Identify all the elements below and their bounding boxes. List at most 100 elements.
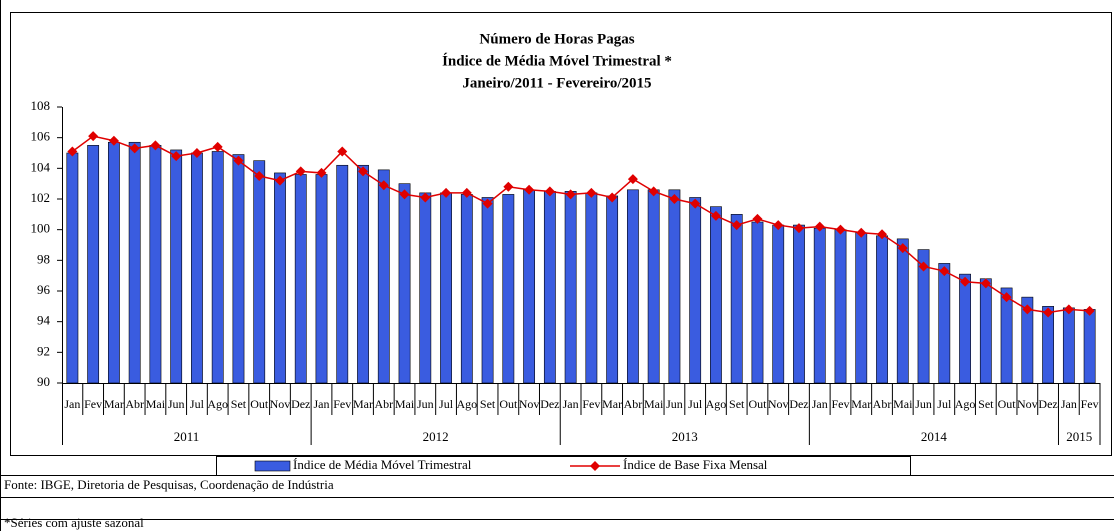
bar — [834, 229, 847, 384]
x-tick-label: Mai — [644, 397, 664, 411]
marker — [690, 198, 701, 209]
marker — [607, 192, 618, 203]
x-tick-label: Ago — [955, 397, 976, 411]
bar — [626, 189, 639, 384]
bar — [1000, 287, 1013, 384]
bar — [710, 206, 722, 384]
x-tick-label: Out — [250, 397, 269, 411]
bar — [668, 189, 681, 384]
y-tick-label: 108 — [31, 98, 51, 113]
bar — [606, 195, 619, 384]
x-tick-label: Abr — [624, 397, 643, 411]
x-tick-label: Out — [748, 397, 767, 411]
bar — [274, 172, 286, 384]
marker — [773, 220, 784, 231]
marker — [731, 220, 742, 231]
marker — [503, 181, 514, 192]
y-tick-label: 90 — [37, 374, 50, 389]
legend-label: Índice de Base Fixa Mensal — [623, 457, 768, 472]
x-tick-label: Set — [480, 397, 496, 411]
bar — [896, 238, 909, 384]
marker — [814, 221, 825, 232]
bar — [855, 232, 868, 384]
x-tick-label: Mai — [893, 397, 913, 411]
footer-source: Fonte: IBGE, Diretoria de Pesquisas, Coo… — [4, 477, 334, 492]
x-tick-label: Nov — [1017, 397, 1038, 411]
marker — [1063, 304, 1074, 315]
marker — [1001, 292, 1012, 303]
line — [71, 135, 1090, 314]
bar — [253, 160, 266, 384]
x-tick-label: Dez — [540, 397, 559, 411]
y-tick-label: 106 — [31, 129, 51, 144]
year-label: 2013 — [672, 429, 698, 444]
marker — [710, 210, 721, 221]
marker — [1043, 307, 1054, 318]
x-tick-label: Ago — [207, 397, 228, 411]
marker — [150, 140, 161, 151]
x-tick-label: Dez — [1038, 397, 1057, 411]
bar — [751, 221, 764, 384]
marker — [212, 141, 223, 152]
marker — [960, 276, 971, 287]
legend-marker — [590, 461, 600, 471]
x-tick-label: Jan — [64, 397, 80, 411]
x-tick-label: Jul — [190, 397, 205, 411]
x-tick-label: Jan — [314, 397, 330, 411]
marker — [67, 146, 78, 157]
x-tick-label: Fev — [582, 397, 600, 411]
bar — [315, 174, 328, 384]
y-tick-label: 96 — [37, 282, 51, 297]
bar — [377, 169, 390, 384]
bar — [876, 235, 888, 384]
marker — [752, 213, 763, 224]
marker — [358, 166, 369, 177]
marker — [88, 131, 99, 142]
marker — [939, 266, 950, 277]
x-tick-label: Abr — [374, 397, 393, 411]
marker — [420, 192, 431, 203]
bar — [523, 189, 536, 384]
marker — [295, 166, 306, 177]
marker — [1084, 305, 1095, 316]
bar — [502, 194, 515, 384]
bar — [191, 152, 203, 384]
x-tick-label: Jul — [439, 397, 454, 411]
bar — [294, 174, 307, 384]
x-tick-label: Dez — [291, 397, 310, 411]
bar — [917, 249, 930, 384]
x-tick-label: Jun — [417, 397, 434, 411]
marker — [108, 135, 119, 146]
bar — [211, 151, 224, 384]
bar — [1021, 296, 1034, 384]
x-tick-label: Nov — [768, 397, 789, 411]
marker — [254, 171, 265, 181]
bar — [419, 192, 432, 384]
year-label: 2014 — [921, 429, 948, 444]
marker — [627, 174, 638, 185]
marker — [233, 155, 244, 166]
marker — [835, 224, 846, 235]
bar — [1042, 306, 1055, 384]
marker — [856, 227, 867, 238]
marker — [399, 189, 410, 200]
marker — [274, 175, 285, 186]
x-tick-label: Set — [729, 397, 745, 411]
bar — [460, 194, 473, 384]
bar — [107, 141, 120, 384]
bar — [647, 189, 660, 384]
bar — [1062, 307, 1075, 384]
x-tick-label: Mai — [395, 397, 415, 411]
marker — [544, 186, 555, 197]
legend-box — [216, 456, 911, 476]
y-tick-label: 104 — [31, 159, 51, 174]
marker — [191, 148, 202, 158]
x-tick-label: Mar — [353, 397, 373, 411]
y-tick-label: 92 — [37, 343, 50, 358]
x-tick-label: Mar — [104, 397, 124, 411]
bar — [564, 191, 577, 384]
bar — [128, 141, 141, 384]
x-tick-label: Ago — [706, 397, 727, 411]
chart-title: Janeiro/2011 - Fevereiro/2015 — [462, 75, 651, 91]
